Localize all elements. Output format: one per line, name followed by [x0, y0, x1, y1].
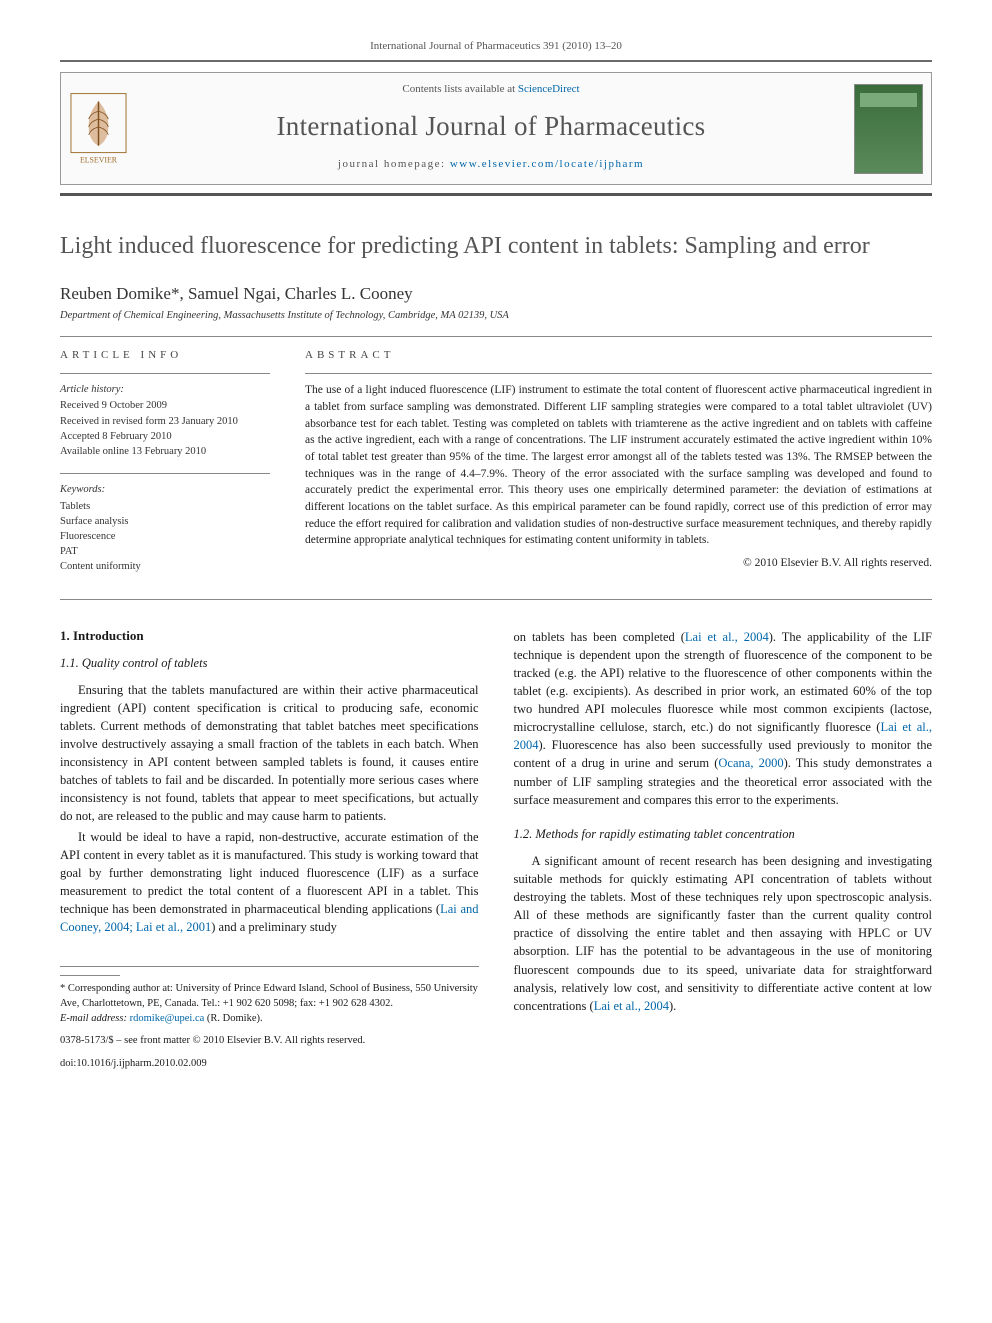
journal-header-box: ELSEVIER Contents lists available at Sci… — [60, 72, 932, 185]
homepage-line: journal homepage: www.elsevier.com/locat… — [146, 158, 836, 170]
paragraph: Ensuring that the tablets manufactured a… — [60, 681, 479, 826]
citation-link[interactable]: Ocana, 2000 — [718, 756, 783, 770]
sciencedirect-link[interactable]: ScienceDirect — [518, 83, 580, 95]
subsection-heading: 1.1. Quality control of tablets — [60, 656, 479, 671]
divider — [60, 336, 932, 337]
article-history: Article history: Received 9 October 2009… — [60, 382, 270, 459]
footer-block: * Corresponding author at: University of… — [60, 966, 479, 1071]
paragraph: It would be ideal to have a rapid, non-d… — [60, 828, 479, 937]
article-title: Light induced fluorescence for predictin… — [60, 231, 932, 262]
homepage-link[interactable]: www.elsevier.com/locate/ijpharm — [450, 158, 644, 170]
body-columns: 1. Introduction 1.1. Quality control of … — [60, 628, 932, 1072]
citation-link[interactable]: Lai et al., 2004 — [594, 999, 669, 1013]
affiliation: Department of Chemical Engineering, Mass… — [60, 310, 932, 321]
email-link[interactable]: rdomike@upei.ca — [130, 1013, 205, 1024]
paragraph: on tablets has been completed (Lai et al… — [514, 628, 933, 809]
authors: Reuben Domike*, Samuel Ngai, Charles L. … — [60, 284, 932, 304]
issn-line: 0378-5173/$ – see front matter © 2010 El… — [60, 1034, 479, 1049]
citation-link[interactable]: Lai et al., 2004 — [685, 630, 769, 644]
section-heading: 1. Introduction — [60, 628, 479, 644]
top-rule — [60, 60, 932, 62]
paragraph: A significant amount of recent research … — [514, 852, 933, 1015]
right-column: on tablets has been completed (Lai et al… — [514, 628, 933, 1072]
journal-title: International Journal of Pharmaceutics — [146, 111, 836, 142]
bottom-rule — [60, 193, 932, 196]
journal-citation: International Journal of Pharmaceutics 3… — [60, 40, 932, 52]
article-info-column: ARTICLE INFO Article history: Received 9… — [60, 349, 270, 588]
left-column: 1. Introduction 1.1. Quality control of … — [60, 628, 479, 1072]
abstract-text: The use of a light induced fluorescence … — [305, 382, 932, 549]
copyright-line: © 2010 Elsevier B.V. All rights reserved… — [305, 557, 932, 569]
keywords-block: Keywords: Tablets Surface analysis Fluor… — [60, 482, 270, 574]
publisher-logo: ELSEVIER — [61, 73, 136, 184]
abstract-column: ABSTRACT The use of a light induced fluo… — [305, 349, 932, 588]
contents-line: Contents lists available at ScienceDirec… — [146, 83, 836, 95]
subsection-heading: 1.2. Methods for rapidly estimating tabl… — [514, 827, 933, 842]
publisher-name: ELSEVIER — [80, 155, 118, 164]
corresponding-author: * Corresponding author at: University of… — [60, 982, 479, 1011]
doi-line: doi:10.1016/j.ijpharm.2010.02.009 — [60, 1057, 479, 1072]
journal-cover-thumb — [846, 73, 931, 184]
header-center: Contents lists available at ScienceDirec… — [136, 73, 846, 184]
email-line: E-mail address: rdomike@upei.ca (R. Domi… — [60, 1012, 479, 1027]
divider — [60, 599, 932, 600]
article-info-heading: ARTICLE INFO — [60, 349, 270, 361]
abstract-heading: ABSTRACT — [305, 349, 932, 361]
